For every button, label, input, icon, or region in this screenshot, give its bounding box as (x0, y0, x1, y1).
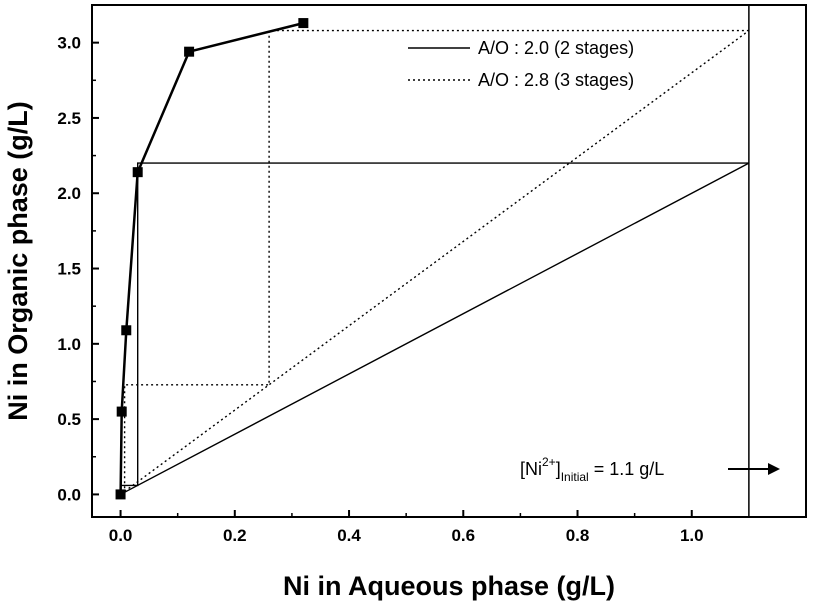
x-tick-label: 0.0 (109, 526, 133, 545)
isotherm-point (116, 406, 127, 417)
y-axis-ticks: 0.0 0.5 1.0 1.5 2.0 2.5 3.0 (57, 34, 99, 504)
y-tick-label: 1.5 (57, 260, 81, 279)
isotherm-point (184, 46, 195, 57)
isotherm-point (298, 18, 309, 29)
plot-area (91, 4, 807, 518)
annotation-base: [Ni (520, 459, 542, 479)
annotation-sup: 2+ (542, 455, 556, 469)
x-axis-ticks: 0.0 0.2 0.4 0.6 0.8 1.0 (109, 510, 704, 545)
isotherm-point (121, 325, 132, 336)
equilibrium-isotherm (115, 18, 309, 500)
initial-concentration-annotation: [Ni2+]Initial = 1.1 g/L (520, 455, 780, 484)
x-tick-label: 0.6 (451, 526, 475, 545)
x-axis-title: Ni in Aqueous phase (g/L) (283, 571, 615, 601)
legend: A/O : 2.0 (2 stages) A/O : 2.8 (3 stages) (408, 38, 634, 90)
y-tick-label: 3.0 (57, 34, 81, 53)
operating-line-2 (120, 30, 750, 495)
x-tick-label: 1.0 (680, 526, 704, 545)
legend-label: A/O : 2.8 (3 stages) (478, 70, 634, 90)
stage-steps-2 (120, 29, 749, 493)
annotation-value: = 1.1 g/L (589, 459, 665, 479)
y-tick-label: 2.0 (57, 184, 81, 203)
isotherm-line (119, 21, 304, 495)
y-tick-label: 2.5 (57, 109, 81, 128)
annotation-text: [Ni2+]Initial = 1.1 g/L (520, 455, 664, 484)
isotherm-point (115, 489, 126, 500)
legend-label: A/O : 2.0 (2 stages) (478, 38, 634, 58)
annotation-sub: Initial (561, 470, 589, 484)
stage-steps (120, 29, 749, 493)
operating-lines (120, 30, 750, 496)
y-axis-title: Ni in Organic phase (g/L) (3, 101, 33, 421)
operating-line-1 (120, 162, 750, 496)
x-tick-label: 0.4 (337, 526, 361, 545)
stage-steps-1 (121, 162, 749, 487)
plot-frame (91, 4, 807, 518)
x-tick-label: 0.2 (223, 526, 247, 545)
x-tick-label: 0.8 (566, 526, 590, 545)
y-tick-label: 0.5 (57, 410, 81, 429)
y-tick-label: 0.0 (57, 485, 81, 504)
isotherm-point (132, 167, 143, 178)
annotation-arrow-head (768, 463, 780, 475)
annotation-bracket: ] (556, 459, 561, 479)
y-tick-label: 1.0 (57, 335, 81, 354)
